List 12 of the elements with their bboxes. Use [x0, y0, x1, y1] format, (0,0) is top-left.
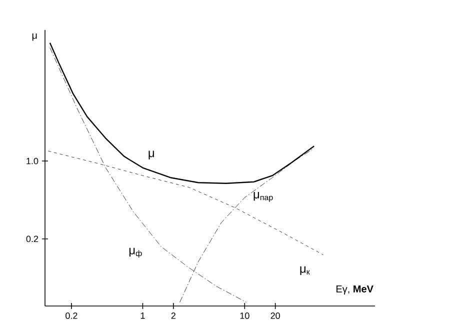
series-label: μ$_{пар}$ [254, 192, 273, 202]
x-tick-label: 0.2 [66, 312, 78, 319]
x-tick-label: 10 [240, 312, 250, 319]
series-label: μ$_{ф}$ [129, 248, 142, 258]
series-label: μ$_{к}$ [300, 266, 310, 276]
x-tick-label: 2 [171, 312, 176, 319]
x-axis-title: Eγ, MeV [336, 286, 374, 294]
series-label: μ [148, 150, 154, 160]
x-tick-label: 20 [270, 312, 280, 319]
y-tick-label: 1.0 [26, 158, 38, 164]
x-tick-label: 1 [140, 312, 145, 319]
y-axis-title: μ [32, 34, 37, 41]
